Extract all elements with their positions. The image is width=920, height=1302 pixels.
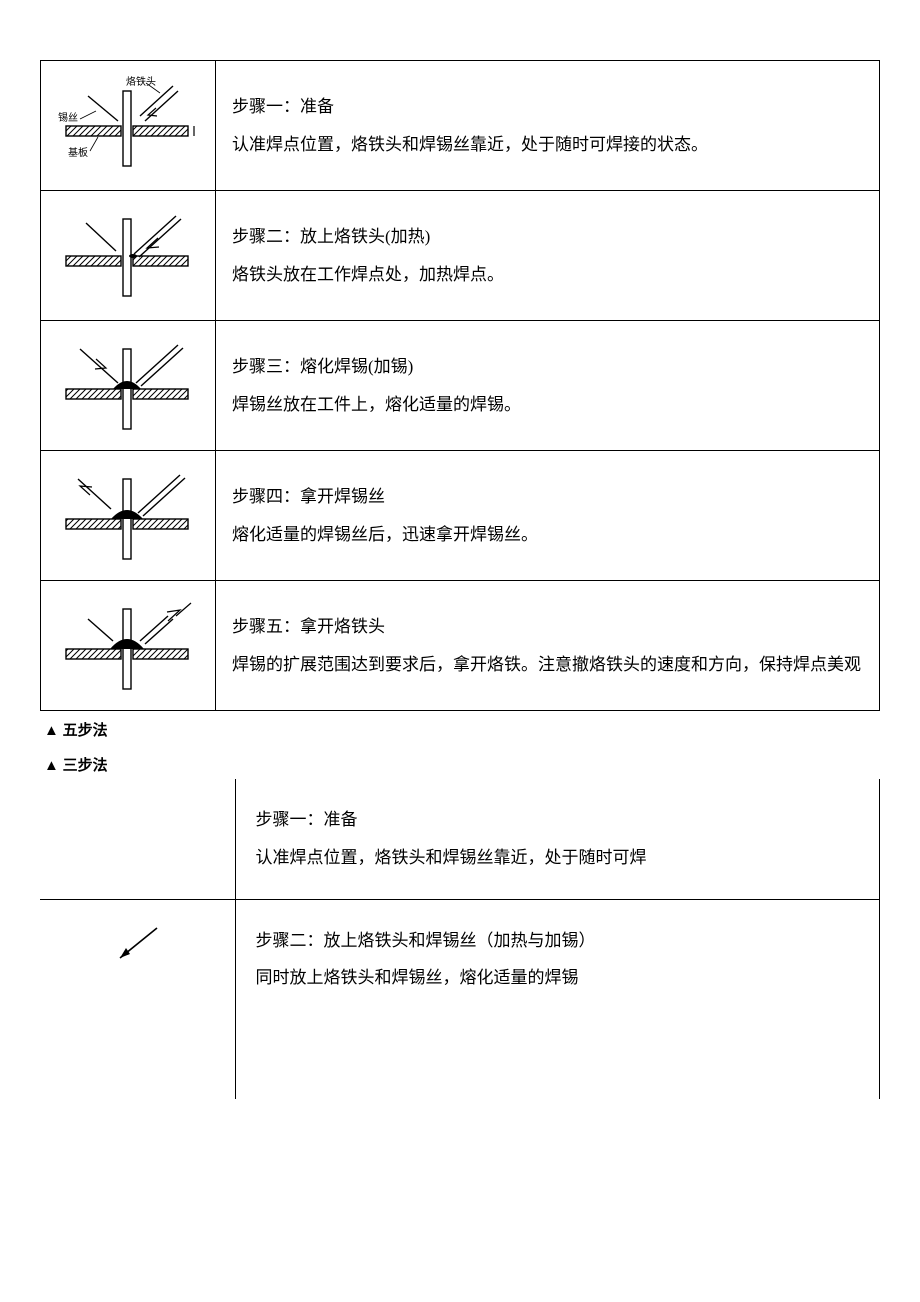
- step-body: 熔化适量的焊锡丝后，迅速拿开焊锡丝。: [232, 516, 863, 553]
- board-label: 基板: [68, 146, 88, 159]
- three-step2-desc: 步骤二：放上烙铁头和焊锡丝（加热与加锡） 同时放上烙铁头和焊锡丝，熔化适量的焊锡: [235, 899, 880, 1099]
- soldering-diagram-2: [48, 201, 208, 311]
- iron-label: 烙铁头: [126, 75, 156, 88]
- step-title: 步骤二：放上烙铁头和焊锡丝（加热与加锡）: [256, 922, 860, 959]
- step4-diagram: [41, 451, 216, 581]
- step-body: 焊锡丝放在工件上，熔化适量的焊锡。: [232, 386, 863, 423]
- step5-diagram: [41, 581, 216, 711]
- three-step1-diagram: [40, 779, 235, 899]
- three-step-label: 三步法: [44, 754, 880, 775]
- step5-desc: 步骤五：拿开烙铁头 焊锡的扩展范围达到要求后，拿开烙铁。注意撤烙铁头的速度和方向…: [216, 581, 880, 711]
- three-step1-desc: 步骤一：准备 认准焊点位置，烙铁头和焊锡丝靠近，处于随时可焊: [235, 779, 880, 899]
- step-title: 步骤四：拿开焊锡丝: [232, 478, 863, 515]
- table-row: 步骤五：拿开烙铁头 焊锡的扩展范围达到要求后，拿开烙铁。注意撤烙铁头的速度和方向…: [41, 581, 880, 711]
- table-row: 步骤三：熔化焊锡(加锡) 焊锡丝放在工件上，熔化适量的焊锡。: [41, 321, 880, 451]
- three-step-table: 步骤一：准备 认准焊点位置，烙铁头和焊锡丝靠近，处于随时可焊 步骤二：放上烙铁头…: [40, 779, 880, 1099]
- table-row: 步骤二：放上烙铁头和焊锡丝（加热与加锡） 同时放上烙铁头和焊锡丝，熔化适量的焊锡: [40, 899, 880, 1099]
- five-step-table: 烙铁头 锡丝 基板 步骤一：准备 认准焊点位置，烙铁头和焊锡丝靠近，处于随时可焊…: [40, 60, 880, 711]
- step-title: 步骤一：准备: [256, 801, 860, 838]
- wire-label: 锡丝: [58, 111, 78, 124]
- step-body: 认准焊点位置，烙铁头和焊锡丝靠近，处于随时可焊接的状态。: [232, 126, 863, 163]
- table-row: 步骤二：放上烙铁头(加热) 烙铁头放在工作焊点处，加热焊点。: [41, 191, 880, 321]
- table-row: 烙铁头 锡丝 基板 步骤一：准备 认准焊点位置，烙铁头和焊锡丝靠近，处于随时可焊…: [41, 61, 880, 191]
- step4-desc: 步骤四：拿开焊锡丝 熔化适量的焊锡丝后，迅速拿开焊锡丝。: [216, 451, 880, 581]
- step-title: 步骤二：放上烙铁头(加热): [232, 218, 863, 255]
- soldering-diagram-4: [48, 461, 208, 571]
- three-step2-diagram: [40, 899, 235, 1099]
- five-step-label: 五步法: [44, 719, 880, 740]
- step-body: 烙铁头放在工作焊点处，加热焊点。: [232, 256, 863, 293]
- soldering-diagram-1: 烙铁头 锡丝 基板: [48, 71, 208, 181]
- step1-desc: 步骤一：准备 认准焊点位置，烙铁头和焊锡丝靠近，处于随时可焊接的状态。: [216, 61, 880, 191]
- step1-diagram: 烙铁头 锡丝 基板: [41, 61, 216, 191]
- step-title: 步骤三：熔化焊锡(加锡): [232, 348, 863, 385]
- step-body: 认准焊点位置，烙铁头和焊锡丝靠近，处于随时可焊: [256, 839, 860, 876]
- table-row: 步骤四：拿开焊锡丝 熔化适量的焊锡丝后，迅速拿开焊锡丝。: [41, 451, 880, 581]
- step-body: 同时放上烙铁头和焊锡丝，熔化适量的焊锡: [256, 959, 860, 996]
- step2-diagram: [41, 191, 216, 321]
- step-title: 步骤五：拿开烙铁头: [232, 608, 863, 645]
- arrow-in-icon: [102, 920, 172, 970]
- step2-desc: 步骤二：放上烙铁头(加热) 烙铁头放在工作焊点处，加热焊点。: [216, 191, 880, 321]
- table-row: 步骤一：准备 认准焊点位置，烙铁头和焊锡丝靠近，处于随时可焊: [40, 779, 880, 899]
- step-body: 焊锡的扩展范围达到要求后，拿开烙铁。注意撤烙铁头的速度和方向，保持焊点美观: [232, 646, 863, 683]
- step3-desc: 步骤三：熔化焊锡(加锡) 焊锡丝放在工件上，熔化适量的焊锡。: [216, 321, 880, 451]
- soldering-diagram-3: [48, 331, 208, 441]
- step-title: 步骤一：准备: [232, 88, 863, 125]
- step3-diagram: [41, 321, 216, 451]
- soldering-diagram-5: [48, 591, 208, 701]
